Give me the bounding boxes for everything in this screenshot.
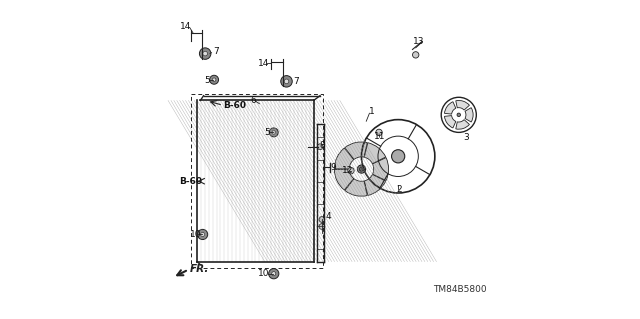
- Circle shape: [376, 129, 382, 136]
- Wedge shape: [334, 148, 354, 169]
- Wedge shape: [345, 142, 367, 160]
- Text: 7: 7: [293, 77, 299, 86]
- Text: 13: 13: [413, 37, 425, 46]
- Text: 1: 1: [369, 107, 374, 115]
- Circle shape: [272, 130, 276, 134]
- Wedge shape: [334, 169, 354, 190]
- Wedge shape: [364, 143, 386, 164]
- Circle shape: [269, 128, 278, 137]
- Text: 11: 11: [374, 132, 386, 141]
- Wedge shape: [456, 100, 469, 110]
- Wedge shape: [445, 115, 456, 128]
- Wedge shape: [456, 120, 469, 129]
- Text: 6: 6: [250, 96, 256, 105]
- Circle shape: [272, 272, 276, 276]
- Text: 9: 9: [331, 163, 337, 172]
- Text: FR.: FR.: [190, 264, 209, 274]
- Text: 10: 10: [258, 269, 269, 278]
- Circle shape: [269, 269, 279, 279]
- Circle shape: [359, 167, 364, 171]
- Wedge shape: [445, 102, 456, 114]
- Circle shape: [203, 51, 207, 56]
- Circle shape: [284, 79, 289, 84]
- Text: B-60: B-60: [223, 101, 246, 110]
- Text: TM84B5800: TM84B5800: [433, 285, 487, 294]
- Circle shape: [457, 113, 461, 116]
- Wedge shape: [372, 158, 388, 181]
- Circle shape: [212, 78, 216, 82]
- Text: 12: 12: [342, 166, 354, 175]
- Text: 14: 14: [258, 59, 269, 68]
- Circle shape: [413, 52, 419, 58]
- Text: 10: 10: [190, 230, 202, 239]
- Circle shape: [357, 165, 365, 173]
- Text: 5: 5: [205, 76, 211, 85]
- Text: 8: 8: [319, 141, 325, 150]
- Circle shape: [319, 217, 324, 222]
- Circle shape: [392, 150, 404, 163]
- Text: 14: 14: [180, 22, 191, 31]
- Circle shape: [200, 48, 211, 59]
- Wedge shape: [465, 108, 473, 122]
- Text: 7: 7: [213, 48, 219, 56]
- Circle shape: [210, 75, 218, 84]
- Circle shape: [281, 76, 292, 87]
- Text: 4: 4: [326, 212, 332, 221]
- Text: 2: 2: [397, 185, 402, 194]
- Text: B-60: B-60: [179, 177, 202, 186]
- Text: 5: 5: [264, 128, 270, 137]
- Wedge shape: [364, 174, 386, 196]
- Circle shape: [200, 233, 205, 236]
- Text: 3: 3: [463, 133, 469, 142]
- Circle shape: [317, 144, 323, 150]
- Circle shape: [348, 167, 354, 174]
- Circle shape: [198, 229, 208, 240]
- Wedge shape: [345, 179, 367, 196]
- Circle shape: [319, 224, 324, 229]
